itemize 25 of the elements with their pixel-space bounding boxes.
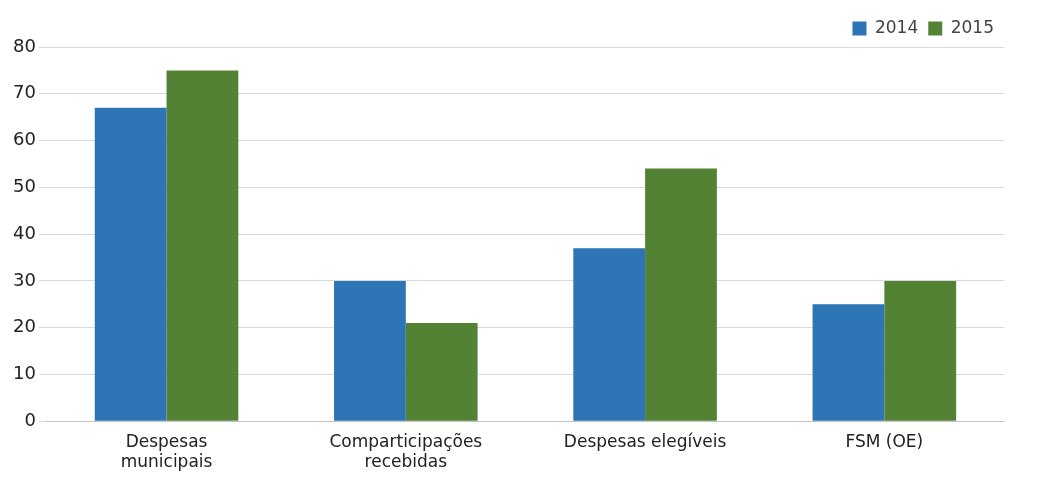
category-label: Despesas [125,430,208,451]
x-tick-label: FSM (OE) [845,430,924,451]
y-tick-label: 0 [24,408,36,430]
bar [812,304,885,421]
y-tick-label: 70 [13,81,36,103]
category-label: municipais [120,451,213,472]
y-tick-label: 40 [13,221,36,243]
bar [166,70,239,421]
y-tick-label: 80 [13,34,36,56]
category-label: Comparticipações [329,430,483,451]
bar [884,280,957,421]
y-tick-label: 30 [13,268,36,290]
x-tick-label: Despesas elegíveis [563,430,727,451]
bar [573,248,646,421]
y-tick-label: 50 [13,175,36,196]
bar [94,107,167,421]
bar [645,168,717,421]
y-tick-label: 20 [13,315,36,337]
bar [334,280,406,421]
y-tick-label: 60 [13,128,36,150]
legend-label: 2014 [874,16,919,37]
category-label: recebidas [364,451,448,472]
bar [405,322,478,421]
legend-label: 2015 [950,16,994,37]
y-tick-label: 10 [13,362,36,384]
